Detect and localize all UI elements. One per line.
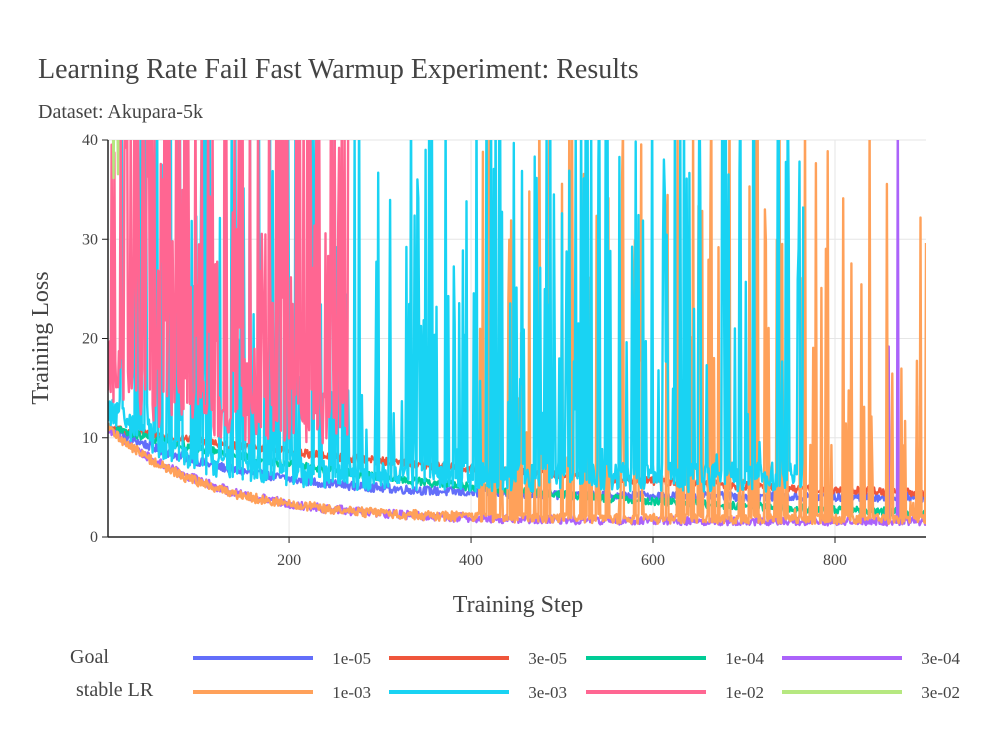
legend-label: 3e-02 [921, 683, 960, 702]
legend-label: 3e-03 [528, 683, 567, 702]
legend-item-3e-02[interactable]: 3e-02 [782, 683, 960, 702]
x-axis-title: Training Step [453, 592, 583, 618]
y-axis-title: Training Loss [28, 271, 54, 404]
legend-item-3e-04[interactable]: 3e-04 [782, 649, 960, 668]
legend-label: 3e-04 [921, 649, 960, 668]
series-line-1e-02 [108, 140, 350, 445]
legend-label: 3e-05 [528, 649, 567, 668]
y-tick-label: 0 [90, 529, 98, 546]
ticks: 0 10 20 30 40 200 400 600 800 [82, 132, 847, 569]
x-tick-label: 600 [641, 552, 665, 569]
legend-label: 1e-02 [725, 683, 764, 702]
x-tick-label: 400 [459, 552, 483, 569]
legend-item-1e-03[interactable]: 1e-03 [193, 683, 371, 702]
legend-label: 1e-03 [332, 683, 371, 702]
legend-item-3e-03[interactable]: 3e-03 [389, 683, 567, 702]
series-line-3e-03 [108, 140, 805, 494]
y-tick-label: 40 [82, 132, 98, 149]
legend-item-1e-05[interactable]: 1e-05 [193, 649, 371, 668]
series-layer [108, 140, 926, 527]
legend-item-1e-02[interactable]: 1e-02 [586, 683, 764, 702]
legend: Goal stable LR 1e-05 3e-05 1e-04 3e-04 1e-03… [70, 646, 960, 702]
y-tick-label: 30 [82, 231, 98, 248]
legend-item-3e-05[interactable]: 3e-05 [389, 649, 567, 668]
chart-title: Learning Rate Fail Fast Warmup Experimen… [38, 54, 639, 85]
y-tick-label: 20 [82, 331, 98, 348]
y-tick-label: 10 [82, 430, 98, 447]
legend-title-line1: Goal [70, 646, 109, 668]
legend-items: 1e-05 3e-05 1e-04 3e-04 1e-03 3e-03 1e-02 3e-02 [193, 649, 960, 702]
x-tick-label: 800 [823, 552, 847, 569]
x-tick-label: 200 [277, 552, 301, 569]
legend-label: 1e-05 [332, 649, 371, 668]
legend-title-line2: stable LR [76, 679, 154, 701]
legend-item-1e-04[interactable]: 1e-04 [586, 649, 764, 668]
legend-label: 1e-04 [725, 649, 764, 668]
chart-subtitle: Dataset: Akupara-5k [38, 101, 203, 123]
